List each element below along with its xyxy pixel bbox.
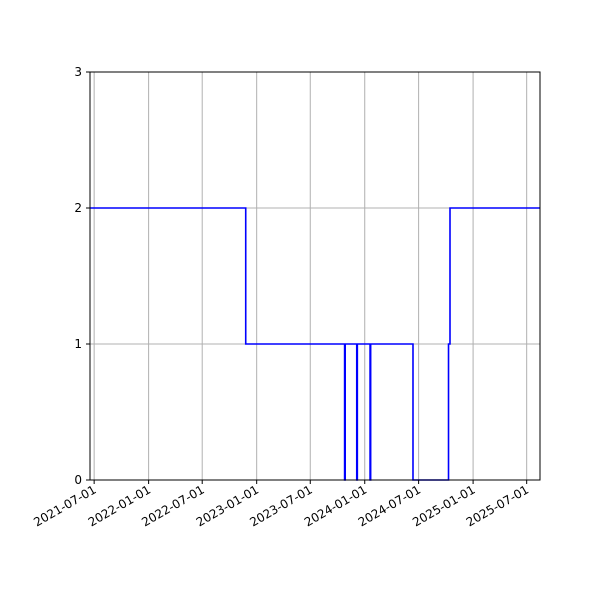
- y-tick-label: 0: [74, 473, 82, 487]
- series-layer: [90, 207, 540, 481]
- plot-frame: [89, 71, 541, 481]
- y-tick-label: 2: [74, 201, 82, 215]
- y-tick-label: 1: [74, 337, 82, 351]
- y-tick-label: 3: [74, 65, 82, 79]
- series-line: [90, 207, 540, 481]
- y-axis: 0 1 2 3: [74, 65, 90, 487]
